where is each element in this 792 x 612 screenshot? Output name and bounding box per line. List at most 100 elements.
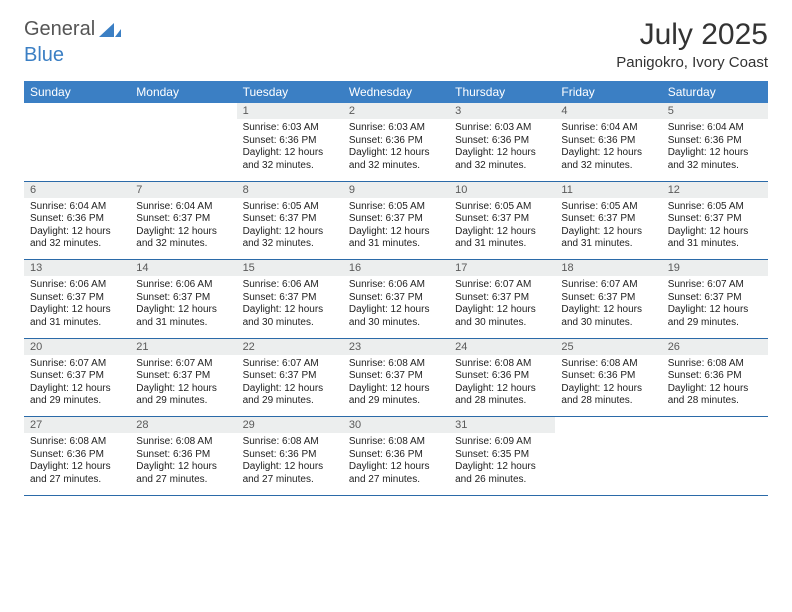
day-content-cell: Sunrise: 6:04 AMSunset: 6:36 PMDaylight:… — [24, 198, 130, 260]
weekday-header: Saturday — [662, 81, 768, 103]
daylight-line: Daylight: 12 hours and 29 minutes. — [243, 383, 337, 408]
day-number-cell: 21 — [130, 338, 236, 355]
sunrise-line: Sunrise: 6:05 AM — [561, 201, 655, 214]
sunset-line: Sunset: 6:37 PM — [561, 213, 655, 226]
day-number-cell: 13 — [24, 260, 130, 277]
sunrise-line: Sunrise: 6:08 AM — [455, 358, 549, 371]
day-content-cell — [24, 119, 130, 181]
day-content-cell: Sunrise: 6:04 AMSunset: 6:36 PMDaylight:… — [555, 119, 661, 181]
sunrise-line: Sunrise: 6:07 AM — [136, 358, 230, 371]
calendar-table: SundayMondayTuesdayWednesdayThursdayFrid… — [24, 81, 768, 496]
weekday-header: Friday — [555, 81, 661, 103]
sunrise-line: Sunrise: 6:08 AM — [349, 358, 443, 371]
sunset-line: Sunset: 6:37 PM — [668, 213, 762, 226]
sunset-line: Sunset: 6:36 PM — [455, 370, 549, 383]
day-content-cell: Sunrise: 6:07 AMSunset: 6:37 PMDaylight:… — [662, 276, 768, 338]
day-content-cell: Sunrise: 6:06 AMSunset: 6:37 PMDaylight:… — [237, 276, 343, 338]
day-content-cell: Sunrise: 6:08 AMSunset: 6:36 PMDaylight:… — [130, 433, 236, 495]
day-content-cell: Sunrise: 6:05 AMSunset: 6:37 PMDaylight:… — [237, 198, 343, 260]
day-content-cell: Sunrise: 6:05 AMSunset: 6:37 PMDaylight:… — [555, 198, 661, 260]
sunset-line: Sunset: 6:35 PM — [455, 449, 549, 462]
day-content-cell: Sunrise: 6:07 AMSunset: 6:37 PMDaylight:… — [24, 355, 130, 417]
sunset-line: Sunset: 6:36 PM — [561, 135, 655, 148]
sunset-line: Sunset: 6:37 PM — [455, 213, 549, 226]
day-number-cell: 6 — [24, 181, 130, 198]
weekday-header: Thursday — [449, 81, 555, 103]
day-content-cell: Sunrise: 6:04 AMSunset: 6:36 PMDaylight:… — [662, 119, 768, 181]
day-number-cell: 29 — [237, 417, 343, 434]
sunrise-line: Sunrise: 6:08 AM — [561, 358, 655, 371]
daylight-line: Daylight: 12 hours and 32 minutes. — [349, 147, 443, 172]
daylight-line: Daylight: 12 hours and 31 minutes. — [30, 304, 124, 329]
logo: General — [24, 18, 123, 41]
daylight-line: Daylight: 12 hours and 32 minutes. — [561, 147, 655, 172]
day-number-row: 6789101112 — [24, 181, 768, 198]
weekday-header: Monday — [130, 81, 236, 103]
daylight-line: Daylight: 12 hours and 32 minutes. — [30, 226, 124, 251]
daylight-line: Daylight: 12 hours and 32 minutes. — [668, 147, 762, 172]
sunset-line: Sunset: 6:37 PM — [243, 370, 337, 383]
sunset-line: Sunset: 6:37 PM — [136, 292, 230, 305]
day-content-cell: Sunrise: 6:03 AMSunset: 6:36 PMDaylight:… — [237, 119, 343, 181]
day-content-row: Sunrise: 6:03 AMSunset: 6:36 PMDaylight:… — [24, 119, 768, 181]
day-number-cell: 4 — [555, 103, 661, 119]
day-number-cell: 15 — [237, 260, 343, 277]
daylight-line: Daylight: 12 hours and 27 minutes. — [243, 461, 337, 486]
day-content-row: Sunrise: 6:08 AMSunset: 6:36 PMDaylight:… — [24, 433, 768, 495]
sunset-line: Sunset: 6:36 PM — [668, 135, 762, 148]
sunset-line: Sunset: 6:36 PM — [349, 135, 443, 148]
sunrise-line: Sunrise: 6:05 AM — [243, 201, 337, 214]
daylight-line: Daylight: 12 hours and 28 minutes. — [455, 383, 549, 408]
daylight-line: Daylight: 12 hours and 32 minutes. — [243, 226, 337, 251]
sunrise-line: Sunrise: 6:06 AM — [30, 279, 124, 292]
sunrise-line: Sunrise: 6:06 AM — [136, 279, 230, 292]
sunset-line: Sunset: 6:37 PM — [30, 292, 124, 305]
daylight-line: Daylight: 12 hours and 32 minutes. — [136, 226, 230, 251]
day-content-cell — [555, 433, 661, 495]
daylight-line: Daylight: 12 hours and 32 minutes. — [243, 147, 337, 172]
daylight-line: Daylight: 12 hours and 28 minutes. — [561, 383, 655, 408]
sunrise-line: Sunrise: 6:05 AM — [668, 201, 762, 214]
sunset-line: Sunset: 6:36 PM — [455, 135, 549, 148]
sunset-line: Sunset: 6:36 PM — [136, 449, 230, 462]
logo-subline: Blue — [24, 44, 64, 67]
sunrise-line: Sunrise: 6:06 AM — [243, 279, 337, 292]
day-content-row: Sunrise: 6:04 AMSunset: 6:36 PMDaylight:… — [24, 198, 768, 260]
sunset-line: Sunset: 6:36 PM — [243, 449, 337, 462]
sunrise-line: Sunrise: 6:05 AM — [349, 201, 443, 214]
day-content-cell: Sunrise: 6:09 AMSunset: 6:35 PMDaylight:… — [449, 433, 555, 495]
sunrise-line: Sunrise: 6:03 AM — [349, 122, 443, 135]
day-number-cell — [130, 103, 236, 119]
day-number-row: 13141516171819 — [24, 260, 768, 277]
day-content-cell — [130, 119, 236, 181]
day-content-cell: Sunrise: 6:03 AMSunset: 6:36 PMDaylight:… — [343, 119, 449, 181]
day-content-cell: Sunrise: 6:07 AMSunset: 6:37 PMDaylight:… — [130, 355, 236, 417]
day-number-cell — [662, 417, 768, 434]
day-number-cell: 18 — [555, 260, 661, 277]
day-number-row: 12345 — [24, 103, 768, 119]
day-number-cell: 27 — [24, 417, 130, 434]
location: Panigokro, Ivory Coast — [616, 54, 768, 71]
daylight-line: Daylight: 12 hours and 31 minutes. — [668, 226, 762, 251]
day-content-cell: Sunrise: 6:05 AMSunset: 6:37 PMDaylight:… — [449, 198, 555, 260]
sunrise-line: Sunrise: 6:07 AM — [243, 358, 337, 371]
day-number-cell: 7 — [130, 181, 236, 198]
daylight-line: Daylight: 12 hours and 30 minutes. — [349, 304, 443, 329]
day-content-cell: Sunrise: 6:07 AMSunset: 6:37 PMDaylight:… — [449, 276, 555, 338]
day-number-row: 20212223242526 — [24, 338, 768, 355]
sunrise-line: Sunrise: 6:09 AM — [455, 436, 549, 449]
day-content-row: Sunrise: 6:06 AMSunset: 6:37 PMDaylight:… — [24, 276, 768, 338]
header: General July 2025 Panigokro, Ivory Coast — [24, 18, 768, 71]
sunrise-line: Sunrise: 6:03 AM — [243, 122, 337, 135]
day-number-cell: 22 — [237, 338, 343, 355]
daylight-line: Daylight: 12 hours and 28 minutes. — [668, 383, 762, 408]
day-number-cell: 1 — [237, 103, 343, 119]
day-content-cell: Sunrise: 6:05 AMSunset: 6:37 PMDaylight:… — [343, 198, 449, 260]
day-number-cell: 14 — [130, 260, 236, 277]
day-content-cell: Sunrise: 6:08 AMSunset: 6:36 PMDaylight:… — [449, 355, 555, 417]
daylight-line: Daylight: 12 hours and 30 minutes. — [455, 304, 549, 329]
daylight-line: Daylight: 12 hours and 29 minutes. — [30, 383, 124, 408]
month-title: July 2025 — [616, 18, 768, 52]
daylight-line: Daylight: 12 hours and 32 minutes. — [455, 147, 549, 172]
sunset-line: Sunset: 6:36 PM — [30, 449, 124, 462]
